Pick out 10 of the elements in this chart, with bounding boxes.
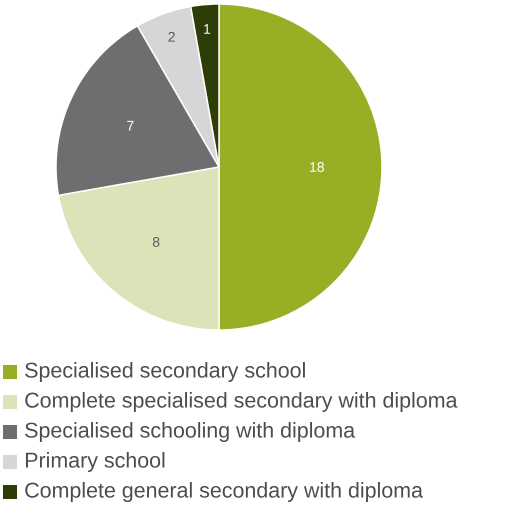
legend-label: Complete specialised secondary with diploma [25, 392, 458, 412]
data-label: 7 [127, 120, 134, 130]
data-label: 1 [204, 24, 210, 34]
legend-label: Primary school [26, 452, 164, 472]
data-label: 18 [310, 162, 324, 172]
legend-label: Specialised secondary school [25, 362, 305, 382]
legend-label: Specialised schooling with diploma [25, 422, 356, 442]
data-label: 8 [152, 236, 160, 247]
data-label: 2 [168, 32, 175, 42]
legend-label: Complete general secondary with diploma [25, 482, 423, 502]
